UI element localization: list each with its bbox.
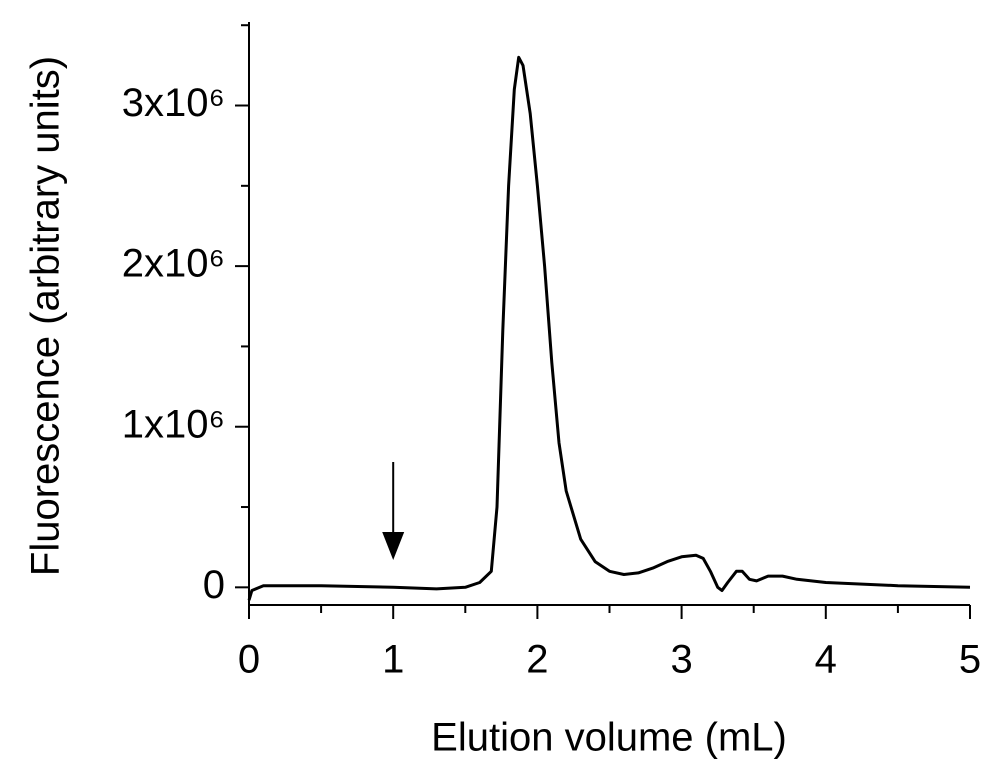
x-tick-label: 1 <box>382 638 404 682</box>
y-axis-label: Fluorescence (arbitrary units) <box>24 56 68 576</box>
annotation-arrow-head <box>382 532 405 561</box>
data-line <box>247 55 971 601</box>
y-tick-label: 0 <box>203 563 225 607</box>
x-tick-label: 3 <box>670 638 692 682</box>
x-tick-label: 0 <box>238 638 260 682</box>
y-tick-label: 3x10⁶ <box>122 81 225 125</box>
x-axis-label: Elution volume (mL) <box>431 716 787 760</box>
y-tick-label: 1x10⁶ <box>122 402 225 446</box>
x-tick-label: 5 <box>959 638 981 682</box>
x-tick-label: 4 <box>815 638 837 682</box>
y-tick-label: 2x10⁶ <box>122 242 225 286</box>
x-tick-label: 2 <box>526 638 548 682</box>
